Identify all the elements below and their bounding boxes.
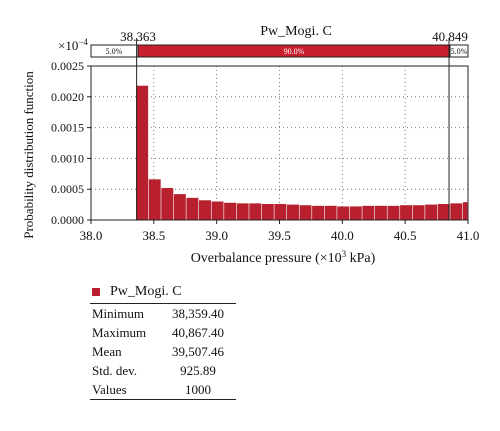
y-tick-label: 0.0000 bbox=[51, 213, 84, 227]
histogram-bar bbox=[236, 203, 249, 220]
band-right-pct: 5.0% bbox=[451, 47, 468, 56]
stat-value: 925.89 bbox=[180, 362, 216, 378]
histogram-bar bbox=[148, 179, 161, 220]
y-axis-label: Probability distribution function bbox=[21, 71, 36, 239]
x-tick-label: 41.0 bbox=[457, 228, 480, 243]
y-multiplier: ×10−4 bbox=[58, 37, 88, 53]
histogram-bar bbox=[400, 205, 413, 220]
histogram-bar bbox=[186, 197, 199, 220]
x-tick-label: 38.5 bbox=[142, 228, 165, 243]
statistics-table: Minimum 38,359.40 Maximum 40,867.40 Mean 39… bbox=[90, 303, 236, 400]
stat-label: Mean bbox=[92, 343, 122, 359]
histogram-bar bbox=[387, 205, 400, 220]
stat-label: Minimum bbox=[90, 303, 160, 323]
x-tick-label: 40.0 bbox=[331, 228, 354, 243]
y-tick-label: 0.0020 bbox=[51, 90, 84, 104]
stat-value: 38,359.40 bbox=[160, 303, 236, 323]
x-tick-labels: 38.0 38.5 39.0 39.5 40.0 40.5 41.0 bbox=[80, 228, 480, 243]
x-tick-label: 38.0 bbox=[80, 228, 103, 243]
band-left-pct: 5.0% bbox=[106, 47, 123, 56]
y-tick-label: 0.0005 bbox=[51, 182, 84, 196]
stat-label: Std. dev. bbox=[92, 362, 138, 378]
histogram-bar bbox=[173, 194, 186, 220]
histogram-bar bbox=[362, 205, 375, 220]
histogram-bar bbox=[161, 187, 174, 220]
stat-value: 39,507.46 bbox=[172, 343, 224, 359]
stat-label: Values bbox=[90, 380, 160, 400]
band-right-box bbox=[449, 44, 469, 58]
legend-swatch bbox=[92, 288, 100, 296]
histogram-bar bbox=[136, 85, 149, 220]
y-tick-labels: 0.0000 0.0005 0.0010 0.0015 0.0020 0.0025 bbox=[51, 59, 84, 227]
histogram-bar bbox=[425, 204, 438, 220]
y-tick-label: 0.0010 bbox=[51, 151, 84, 165]
histogram-bar bbox=[337, 206, 350, 220]
x-axis-label-exponent: 3 bbox=[342, 249, 347, 259]
histogram-bar bbox=[437, 203, 450, 220]
histogram-bar bbox=[261, 203, 274, 220]
histogram-bar bbox=[198, 200, 211, 220]
table-row: Values 1000 bbox=[90, 380, 236, 400]
x-tick-label: 39.5 bbox=[268, 228, 291, 243]
histogram-bar bbox=[211, 201, 224, 220]
percentile-band: 5.0% 90.0% 5.0% 38.363 40.849 bbox=[90, 29, 469, 58]
table-row: Maximum 40,867.40 bbox=[90, 323, 236, 342]
x-tick-label: 40.5 bbox=[394, 228, 417, 243]
table-row: Std. dev. 925.89 bbox=[90, 361, 236, 380]
x-axis-label-main: Overbalance pressure (×10 bbox=[191, 251, 342, 266]
histogram-bar bbox=[412, 205, 425, 220]
distribution-chart: Pw_Mogi. C ×10−4 5.0% 90.0% 5.0% 38.363 … bbox=[21, 24, 480, 266]
histogram-bar bbox=[224, 202, 237, 220]
histogram-bar bbox=[374, 205, 387, 220]
histogram-bar bbox=[299, 205, 312, 220]
histogram-bar bbox=[349, 206, 362, 220]
chart-title: Pw_Mogi. C bbox=[260, 24, 332, 39]
histogram-bar bbox=[286, 204, 299, 220]
histogram-bar bbox=[274, 203, 287, 220]
stat-label: Maximum bbox=[92, 324, 147, 340]
y-tick-label: 0.0015 bbox=[51, 121, 84, 135]
stat-value: 1000 bbox=[160, 380, 236, 400]
legend-label: Pw_Mogi. C bbox=[110, 284, 182, 299]
x-axis-label-unit: kPa) bbox=[346, 251, 376, 266]
x-tick-label: 39.0 bbox=[205, 228, 228, 243]
table-row: Minimum 38,359.40 bbox=[90, 303, 236, 323]
histogram-bar bbox=[324, 205, 337, 220]
band-right-value: 40.849 bbox=[432, 29, 468, 44]
histogram-bar bbox=[450, 203, 463, 220]
y-tick-label: 0.0025 bbox=[51, 59, 84, 73]
histogram-bar bbox=[312, 205, 325, 220]
band-mid-pct: 90.0% bbox=[284, 47, 305, 56]
y-multiplier-exponent: −4 bbox=[78, 37, 88, 47]
stat-value: 40,867.40 bbox=[172, 324, 224, 340]
histogram-bar bbox=[249, 203, 262, 220]
histogram-bars bbox=[136, 85, 468, 220]
legend: Pw_Mogi. C bbox=[92, 284, 182, 300]
axes bbox=[87, 65, 469, 224]
percentile-markers bbox=[136, 38, 450, 220]
y-multiplier-base: ×10 bbox=[58, 38, 78, 53]
band-left-value: 38.363 bbox=[120, 29, 156, 44]
table-row: Mean 39,507.46 bbox=[90, 342, 236, 361]
x-axis-label: Overbalance pressure (×103 kPa) bbox=[191, 249, 376, 266]
histogram-bar bbox=[462, 202, 468, 220]
